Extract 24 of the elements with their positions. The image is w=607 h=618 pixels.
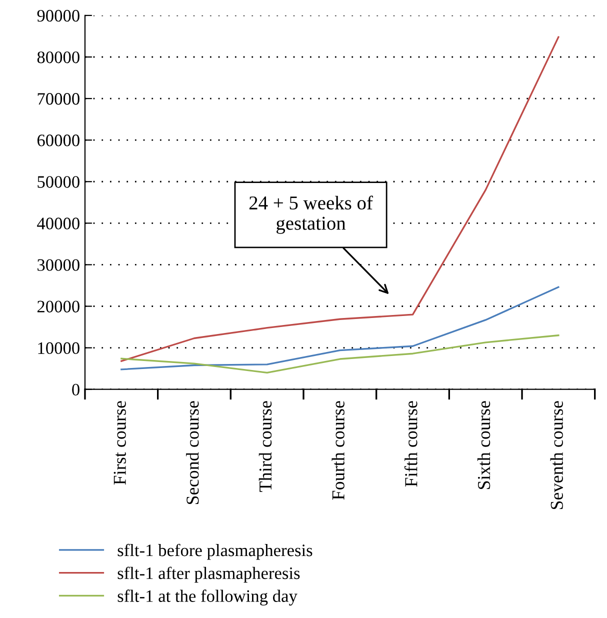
line-series: [120, 286, 560, 370]
x-tick-label: Fifth course: [404, 401, 418, 487]
y-tick-label: 20000: [37, 300, 80, 312]
y-tick-label: 50000: [38, 176, 80, 188]
y-tick-label: 40000: [37, 218, 80, 230]
x-tick-label: First course: [114, 401, 126, 485]
y-tick-label: 0: [72, 384, 80, 396]
line-series: [120, 334, 560, 374]
legend-label: sflt-1 before plasmapheresis: [118, 544, 312, 560]
annotation: 24 + 5 weeks of gestation: [249, 196, 373, 234]
legend-label: sflt-1 at the following day: [118, 590, 298, 606]
x-tick-label: Third course: [258, 401, 272, 492]
y-tick-label: 60000: [37, 134, 80, 146]
y-tick-label: 80000: [37, 51, 80, 64]
x-tick-label: Second course: [186, 401, 199, 504]
x-tick-label: Fourth course: [332, 401, 344, 500]
x-tick-label: Sixth course: [477, 401, 490, 490]
x-tick-label: Seventh course: [550, 401, 563, 510]
y-tick-label: 10000: [38, 342, 80, 354]
y-tick-label: 30000: [38, 259, 80, 271]
legend-label: sflt-1 after plasmapheresis: [118, 566, 300, 583]
y-tick-label: 90000: [37, 10, 80, 22]
y-tick-label: 70000: [38, 93, 80, 105]
line-series: [120, 36, 560, 362]
